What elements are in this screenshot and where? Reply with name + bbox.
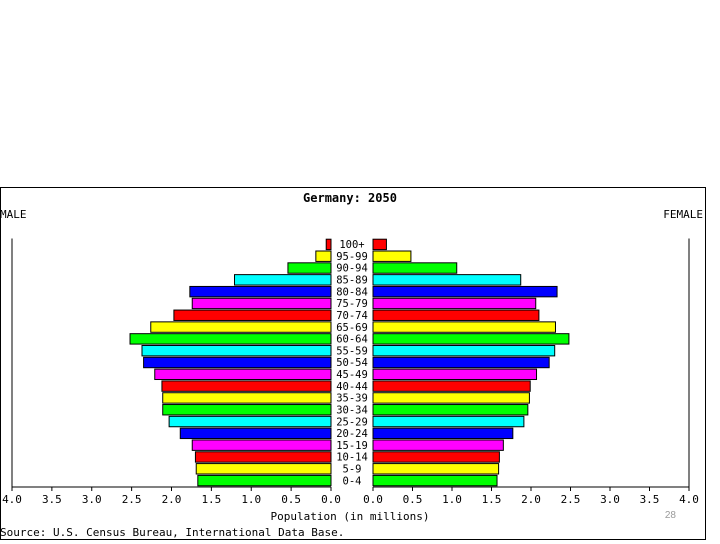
age-group-label: 55-59 xyxy=(336,345,368,357)
age-group-label: 60-64 xyxy=(336,334,368,346)
bar-male xyxy=(129,333,332,345)
female-label: FEMALE xyxy=(663,208,703,221)
bar-male xyxy=(162,392,332,404)
bar-female xyxy=(372,474,498,487)
age-group-label: 100+ xyxy=(339,239,364,251)
age-group-label: 25-29 xyxy=(336,416,368,428)
bar-female xyxy=(372,344,556,357)
bar-male xyxy=(191,297,332,310)
bar-female xyxy=(372,368,538,381)
bar-male xyxy=(168,415,332,428)
bar-male xyxy=(287,262,332,274)
bar-female xyxy=(372,380,531,392)
bar-female xyxy=(372,309,540,321)
source-note: Source: U.S. Census Bureau, Internationa… xyxy=(0,526,344,539)
bar-male xyxy=(161,380,332,392)
x-tick-label: 3.0 xyxy=(600,493,620,506)
male-label: MALE xyxy=(0,208,27,221)
bar-male xyxy=(325,238,332,251)
bar-female xyxy=(372,262,458,274)
age-group-label: 90-94 xyxy=(336,263,368,275)
bar-female xyxy=(372,392,530,404)
bar-female xyxy=(372,333,570,345)
x-tick-label: 0.5 xyxy=(403,493,423,506)
age-group-label: 85-89 xyxy=(336,275,368,287)
age-group-label: 80-84 xyxy=(336,286,368,298)
bar-male xyxy=(141,344,332,357)
x-tick-label: 0.5 xyxy=(281,493,301,506)
x-tick-label: 0.0 xyxy=(363,493,383,506)
bar-female xyxy=(372,439,504,451)
bar-male xyxy=(162,404,332,416)
age-group-label: 10-14 xyxy=(336,452,368,464)
age-group-label: 0-4 xyxy=(343,475,362,487)
age-group-label: 30-34 xyxy=(336,404,368,416)
x-tick-label: 3.0 xyxy=(82,493,102,506)
x-tick-label: 2.0 xyxy=(521,493,541,506)
bar-female xyxy=(372,238,387,251)
age-group-label: 70-74 xyxy=(336,310,368,322)
bar-female xyxy=(372,274,522,286)
age-group-label: 50-54 xyxy=(336,357,368,369)
bar-male xyxy=(194,451,332,463)
x-tick-label: 3.5 xyxy=(640,493,660,506)
bar-female xyxy=(372,250,412,262)
x-tick-label: 0.0 xyxy=(321,493,341,506)
age-group-label: 40-44 xyxy=(336,381,368,393)
age-group-label: 45-49 xyxy=(336,369,368,381)
age-group-label: 35-39 xyxy=(336,393,368,405)
bar-male xyxy=(315,250,332,262)
age-group-label: 95-99 xyxy=(336,251,368,263)
bar-female xyxy=(372,451,500,463)
bar-female xyxy=(372,404,529,416)
x-tick-label: 1.5 xyxy=(482,493,502,506)
chart-title: Germany: 2050 xyxy=(303,191,397,205)
bar-male xyxy=(143,356,332,369)
x-tick-label: 1.5 xyxy=(201,493,221,506)
x-tick-label: 2.5 xyxy=(122,493,142,506)
bar-male xyxy=(189,285,332,298)
page-number: 28 xyxy=(665,510,677,521)
x-axis-label: Population (in millions) xyxy=(271,510,430,523)
bar-male xyxy=(173,309,332,321)
x-tick-label: 1.0 xyxy=(241,493,261,506)
x-tick-label: 2.5 xyxy=(561,493,581,506)
age-group-label: 15-19 xyxy=(336,440,368,452)
bar-male xyxy=(154,368,332,381)
age-group-label: 5-9 xyxy=(343,463,362,475)
bar-male xyxy=(197,474,332,487)
x-tick-label: 4.0 xyxy=(2,493,22,506)
x-tick-label: 1.0 xyxy=(442,493,462,506)
age-group-label: 75-79 xyxy=(336,298,368,310)
age-group-label: 20-24 xyxy=(336,428,368,440)
age-group-label: 65-69 xyxy=(336,322,368,334)
bar-male xyxy=(195,463,332,475)
bar-female xyxy=(372,356,550,369)
bar-female xyxy=(372,463,500,475)
bar-female xyxy=(372,427,514,440)
bar-female xyxy=(372,321,556,333)
x-tick-label: 4.0 xyxy=(679,493,699,506)
x-tick-label: 2.0 xyxy=(162,493,182,506)
bar-female xyxy=(372,415,525,428)
bar-female xyxy=(372,285,558,298)
bar-male xyxy=(191,439,332,451)
x-tick-label: 3.5 xyxy=(42,493,62,506)
bar-male xyxy=(234,274,332,286)
bar-male xyxy=(150,321,332,333)
bar-female xyxy=(372,297,537,310)
bar-male xyxy=(179,427,332,440)
